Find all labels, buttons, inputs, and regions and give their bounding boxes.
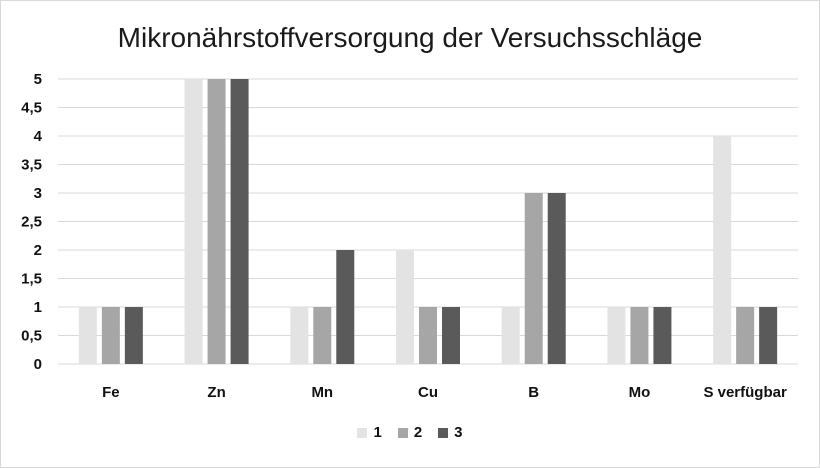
- chart-title: Mikronährstoffversorgung der Versuchssch…: [117, 22, 703, 53]
- bar-s-verfügbar-series-2: [736, 307, 755, 364]
- legend-item-2: 2: [397, 424, 423, 441]
- bar-b-series-2: [524, 193, 543, 364]
- x-tick-label: B: [528, 384, 539, 401]
- y-tick-label: 0: [34, 356, 42, 373]
- bar-fe-series-1: [78, 307, 97, 364]
- x-tick-label: Cu: [418, 384, 438, 401]
- legend: 1 2 3: [0, 424, 820, 441]
- x-tick-label: S verfügbar: [703, 384, 787, 401]
- x-tick-label: Mn: [311, 384, 333, 401]
- x-tick-label: Fe: [102, 384, 120, 401]
- bar-mo-series-2: [630, 307, 649, 364]
- x-axis-ticks: Fe Zn Mn Cu B Mo S verfügbar: [102, 384, 787, 401]
- bar-b-series-1: [501, 307, 520, 364]
- legend-label: 3: [454, 424, 463, 441]
- y-tick-label: 2,5: [21, 214, 42, 231]
- legend-item-1: 1: [357, 424, 382, 441]
- y-axis-ticks: 0 0,5 1 1,5 2 2,5 3 3,5 4 4,5 5: [21, 71, 43, 373]
- bar-zn-series-2: [207, 79, 226, 364]
- bar-zn-series-3: [230, 79, 249, 364]
- y-tick-label: 5: [34, 71, 42, 88]
- bar-s-verfügbar-series-1: [713, 136, 732, 364]
- x-tick-label: Zn: [207, 384, 225, 401]
- x-tick-label: Mo: [629, 384, 651, 401]
- bar-mn-series-3: [336, 250, 355, 364]
- legend-swatch: [397, 427, 408, 438]
- y-tick-label: 2: [34, 242, 42, 259]
- legend-swatch: [438, 427, 449, 438]
- bar-mn-series-1: [290, 307, 309, 364]
- y-tick-label: 1: [34, 299, 42, 316]
- gridlines: [58, 78, 798, 365]
- legend-label: 2: [413, 424, 423, 441]
- legend-item-3: 3: [438, 424, 463, 441]
- bar-fe-series-2: [101, 307, 120, 364]
- bar-cu-series-3: [442, 307, 460, 364]
- bars: [78, 79, 778, 364]
- bar-fe-series-3: [124, 307, 143, 364]
- bar-cu-series-1: [396, 250, 414, 364]
- y-tick-label: 4: [34, 128, 43, 145]
- legend-label: 1: [373, 424, 382, 441]
- y-tick-label: 3,5: [21, 157, 42, 174]
- bar-b-series-3: [547, 193, 566, 364]
- y-tick-label: 1,5: [21, 271, 42, 288]
- bar-cu-series-2: [419, 307, 437, 364]
- y-tick-label: 3: [34, 185, 42, 202]
- bar-mn-series-2: [313, 307, 332, 364]
- bar-mo-series-3: [653, 307, 672, 364]
- bar-s-verfügbar-series-3: [759, 307, 778, 364]
- bar-zn-series-1: [184, 79, 203, 364]
- legend-swatch: [357, 427, 368, 438]
- bar-mo-series-1: [607, 307, 626, 364]
- y-tick-label: 0,5: [21, 328, 42, 345]
- y-tick-label: 4,5: [21, 100, 42, 117]
